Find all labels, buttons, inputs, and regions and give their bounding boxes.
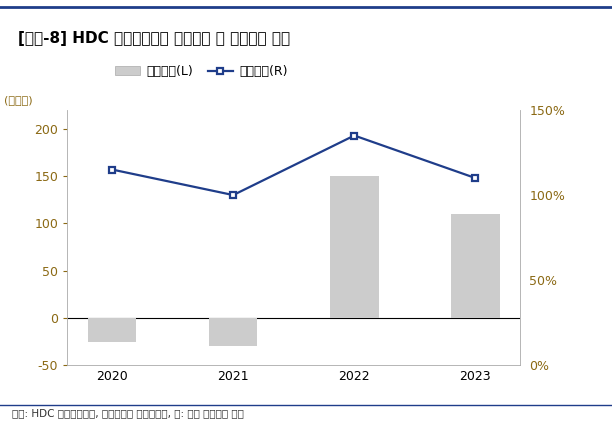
Legend: 순차입금(L), 부채비율(R): 순차입금(L), 부채비율(R) [110,60,293,83]
Text: [그림-8] HDC 현대산업개발 순차입금 및 부채비율 추이: [그림-8] HDC 현대산업개발 순차입금 및 부채비율 추이 [18,31,291,46]
Bar [330,176,379,318]
Bar [451,214,499,318]
Text: (십억원): (십억원) [4,95,32,105]
Text: 자료: HDC 현대산업개발, 유안타증권 리서치센터, 주: 별도 재무제표 기준: 자료: HDC 현대산업개발, 유안타증권 리서치센터, 주: 별도 재무제표 … [12,408,244,418]
Bar [209,318,258,346]
Bar [88,318,136,341]
